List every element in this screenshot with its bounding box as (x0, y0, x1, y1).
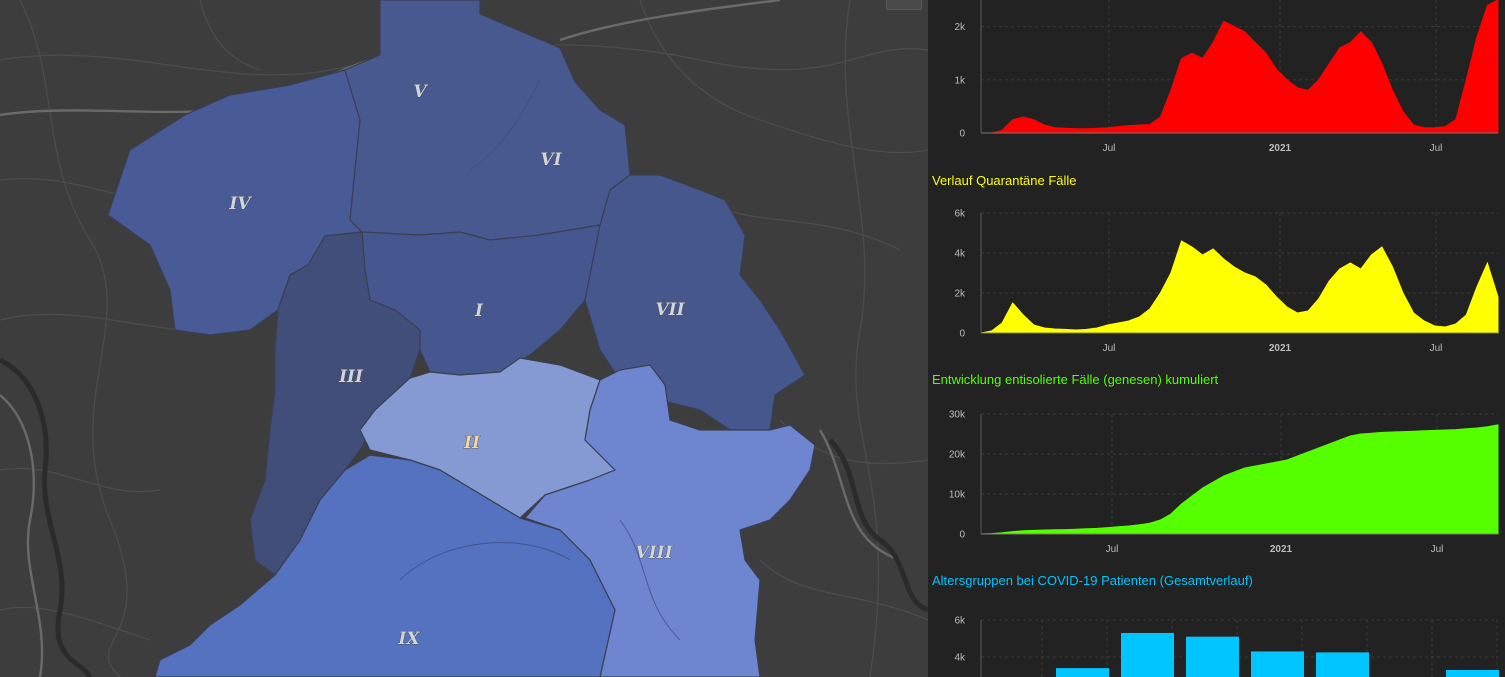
districts (107, 0, 816, 677)
x-tick-label: Jul (1430, 343, 1443, 354)
age-chart: 4k 6k (954, 616, 1499, 677)
age-bar (1316, 652, 1369, 677)
y-tick-label: 6k (954, 616, 966, 627)
district-label-I: I (474, 301, 484, 321)
x-tick-label: 2021 (1270, 544, 1293, 555)
recovered-series-area (980, 424, 1499, 535)
y-tick-label: 1k (954, 75, 966, 86)
y-tick-label: 2k (954, 289, 966, 300)
age-bar (1121, 632, 1174, 677)
district-label-IV: IV (228, 194, 252, 214)
district-labels: V VI IV I VII III II VIII IX (228, 82, 686, 650)
river (0, 357, 928, 677)
chart-panel[interactable]: 0 1k 2k Jul 2021 Jul Verlauf Quarantäne Fälle… (928, 0, 1505, 677)
y-tick-label: 2k (954, 22, 966, 33)
y-tick-label: 20k (949, 450, 966, 461)
y-tick-label: 0 (959, 129, 965, 140)
map-control-button[interactable] (886, 0, 922, 10)
district-label-VII: VII (655, 300, 685, 320)
age-chart-title: Altersgruppen bei COVID-19 Patienten (Ge… (932, 573, 1253, 588)
district-label-II: II (463, 433, 481, 453)
recovered-chart-title: Entwicklung entisolierte Fälle (genesen)… (932, 372, 1219, 387)
age-bar (1446, 669, 1499, 677)
district-VI[interactable] (344, 0, 631, 241)
quarantine-chart-title: Verlauf Quarantäne Fälle (932, 173, 1077, 188)
x-tick-label: Jul (1430, 143, 1443, 154)
district-label-III: III (338, 367, 364, 387)
district-map[interactable]: V VI IV I VII III II VIII IX (0, 0, 928, 677)
district-inner-lines (399, 79, 681, 641)
map-canvas[interactable]: V VI IV I VII III II VIII IX (0, 0, 928, 677)
recovered-chart: 0 10k 20k 30k Jul 2021 Jul (949, 410, 1499, 555)
y-tick-label: 30k (949, 410, 966, 421)
y-tick-label: 4k (954, 653, 966, 664)
district-label-IX: IX (397, 629, 420, 649)
x-tick-label: Jul (1106, 544, 1119, 555)
district-label-VIII: VIII (635, 543, 673, 563)
x-tick-label: Jul (1431, 544, 1444, 555)
x-tick-label: 2021 (1269, 143, 1292, 154)
infected-chart: 0 1k 2k Jul 2021 Jul (954, 0, 1499, 154)
y-tick-label: 0 (959, 329, 965, 340)
x-tick-label: Jul (1103, 143, 1116, 154)
district-label-V: V (413, 82, 428, 102)
x-tick-label: 2021 (1269, 343, 1292, 354)
y-tick-label: 4k (954, 249, 966, 260)
district-VIII[interactable] (524, 364, 816, 677)
age-bar (1186, 636, 1239, 677)
x-tick-label: Jul (1103, 343, 1116, 354)
quarantine-chart: 0 2k 4k 6k Jul 2021 Jul (954, 209, 1499, 354)
district-label-VI: VI (540, 150, 562, 170)
y-tick-label: 10k (949, 490, 966, 501)
age-bar (1056, 668, 1109, 677)
infected-series-area (981, 0, 1499, 134)
y-tick-label: 0 (959, 530, 965, 541)
y-tick-label: 6k (954, 209, 966, 220)
quarantine-series-area (980, 240, 1499, 334)
age-bar (1251, 651, 1304, 677)
district-IX[interactable] (154, 454, 616, 677)
